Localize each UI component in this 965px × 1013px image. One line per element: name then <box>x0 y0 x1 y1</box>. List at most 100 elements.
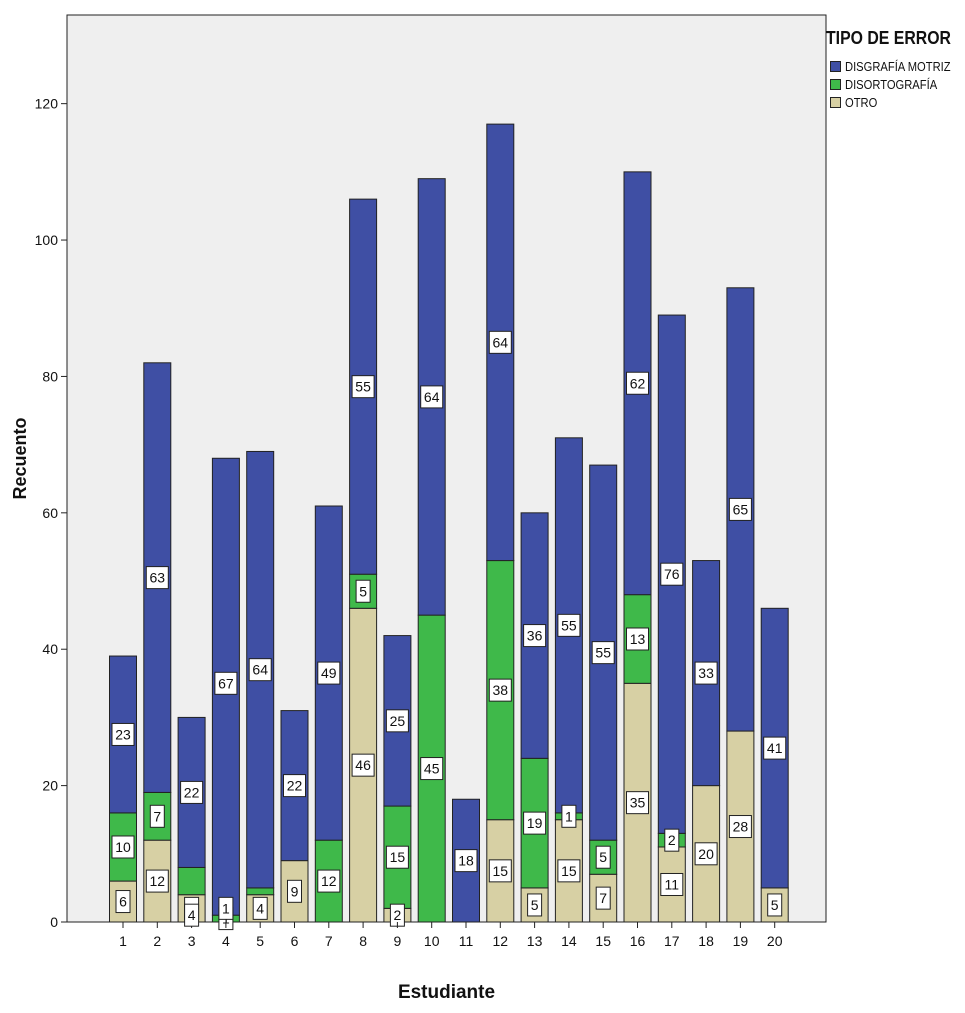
data-label: 1 <box>565 808 573 824</box>
data-label-box <box>420 757 444 781</box>
data-label: 25 <box>390 713 406 729</box>
data-label: 1 <box>222 900 230 916</box>
data-label-box <box>385 845 409 869</box>
y-tick-label: 100 <box>35 232 59 248</box>
data-label-box <box>420 385 444 409</box>
x-tick-label: 1 <box>119 933 127 949</box>
data-label: 63 <box>150 570 166 586</box>
data-label-box <box>591 641 615 665</box>
legend-item-otro: OTRO <box>830 93 965 111</box>
data-label: 9 <box>291 883 299 899</box>
x-tick-label: 18 <box>698 933 714 949</box>
data-label-box <box>317 661 341 685</box>
data-label: 5 <box>531 897 539 913</box>
data-label-box <box>626 371 649 395</box>
data-label-box <box>111 722 135 746</box>
data-label: 28 <box>733 819 749 835</box>
x-tick-label: 19 <box>733 933 749 949</box>
data-label-box <box>214 671 238 695</box>
data-label-box <box>488 678 512 702</box>
data-label: 7 <box>599 890 607 906</box>
data-label-box <box>283 774 306 798</box>
data-label: 76 <box>664 566 680 582</box>
x-tick-label: 13 <box>527 933 543 949</box>
data-label-box <box>218 896 234 920</box>
bar-segment <box>177 866 206 896</box>
data-label-box <box>149 804 165 828</box>
data-label: 46 <box>355 757 371 773</box>
data-label-box <box>351 753 375 777</box>
data-label: 7 <box>153 808 161 824</box>
x-tick-label: 6 <box>291 933 299 949</box>
y-tick-label: 120 <box>35 96 59 112</box>
x-tick-label: 4 <box>222 933 230 949</box>
x-tick-label: 20 <box>767 933 783 949</box>
bar-segment <box>246 887 275 896</box>
data-label: 4 <box>256 900 264 916</box>
data-label: 20 <box>698 846 714 862</box>
data-label: 15 <box>493 863 509 879</box>
data-label-box <box>454 849 478 873</box>
x-tick-label: 10 <box>424 933 440 949</box>
data-label-box <box>317 869 341 893</box>
data-label: 22 <box>184 784 200 800</box>
data-label: 55 <box>355 379 371 395</box>
data-label: 64 <box>493 334 509 350</box>
data-label-box <box>111 835 135 859</box>
data-label-box <box>115 890 131 914</box>
data-label: 64 <box>252 662 268 678</box>
data-label: 11 <box>665 876 680 892</box>
data-label: 33 <box>698 665 714 681</box>
legend: TIPO DE ERROR DISGRAFÍA MOTRIZ DISORTOGR… <box>826 28 965 111</box>
data-label-box <box>488 859 512 883</box>
data-label-box <box>145 566 169 590</box>
y-tick-label: 20 <box>42 778 58 794</box>
data-label: 15 <box>390 849 406 865</box>
data-label: 38 <box>493 682 509 698</box>
data-label: 65 <box>733 501 749 517</box>
data-label-box <box>180 780 204 804</box>
legend-item-disortografia: DISORTOGRAFÍA <box>830 75 965 93</box>
data-label-box <box>248 658 272 682</box>
x-tick-label: 11 <box>459 933 474 949</box>
data-label: 55 <box>561 617 577 633</box>
legend-swatch <box>830 96 841 108</box>
legend-label: OTRO <box>845 94 878 110</box>
x-tick-label: 5 <box>256 933 264 949</box>
data-label-box <box>351 375 375 399</box>
data-label: 18 <box>458 853 474 869</box>
data-label-box <box>523 624 547 648</box>
data-label-box <box>595 845 611 869</box>
legend-swatch <box>830 78 841 90</box>
data-label: 49 <box>321 665 337 681</box>
data-label: 4 <box>188 907 196 923</box>
data-label-box <box>660 872 684 896</box>
x-tick-label: 7 <box>325 933 333 949</box>
data-label-box <box>557 859 581 883</box>
data-label: 5 <box>771 897 779 913</box>
data-label-box <box>660 562 684 586</box>
x-tick-label: 12 <box>493 933 509 949</box>
data-label-box <box>694 661 718 685</box>
x-tick-label: 15 <box>595 933 611 949</box>
data-label: 23 <box>115 726 131 742</box>
data-label-box <box>287 879 302 903</box>
data-label-box <box>664 828 680 852</box>
data-label-box <box>763 736 787 760</box>
data-label: 67 <box>218 675 234 691</box>
data-label: 36 <box>527 628 543 644</box>
data-label-box <box>252 896 268 920</box>
data-label: 45 <box>424 761 440 777</box>
legend-item-disgrafia-motriz: DISGRAFÍA MOTRIZ <box>830 57 965 75</box>
data-label-box <box>626 791 649 815</box>
data-label: 5 <box>359 583 367 599</box>
data-label-box <box>385 709 409 733</box>
legend-title: TIPO DE ERROR <box>826 28 951 48</box>
data-label: 35 <box>630 795 646 811</box>
data-label: 2 <box>394 907 402 923</box>
data-label: 2 <box>668 832 676 848</box>
data-label-box <box>728 497 752 521</box>
x-tick-label: 9 <box>394 933 402 949</box>
legend-label: DISORTOGRAFÍA <box>845 76 938 92</box>
